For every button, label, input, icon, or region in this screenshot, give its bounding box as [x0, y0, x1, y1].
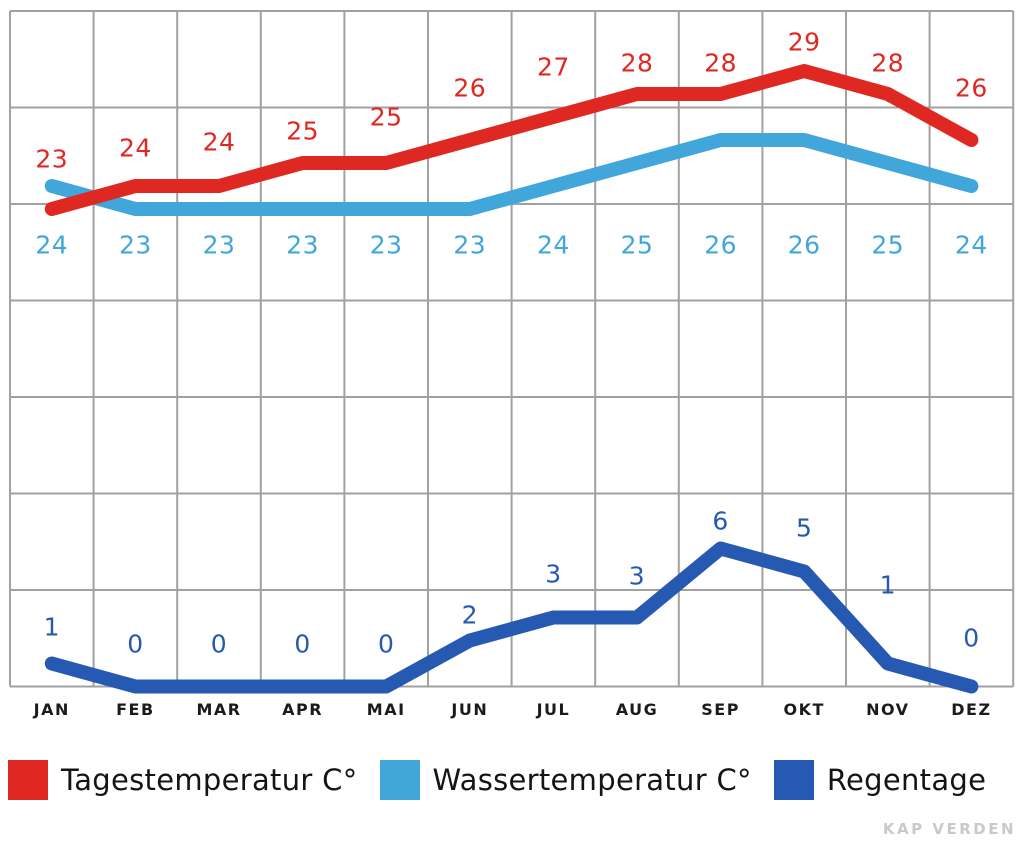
month-label-jan: JAN: [33, 700, 70, 719]
water-temp-value-dez: 24: [954, 230, 988, 260]
legend-item-day-temp: Tagestemperatur C°: [8, 760, 358, 800]
water-temp-value-jun: 23: [453, 230, 487, 260]
legend-item-rain-days: Regentage: [773, 760, 987, 800]
rain-days-value-mar: 0: [210, 629, 228, 658]
water-temp-value-nov: 25: [871, 230, 905, 260]
legend-item-water-temp: Wassertemperatur C°: [379, 760, 752, 800]
rain-days-value-jan: 1: [43, 612, 60, 641]
rain-days-value-jul: 3: [545, 559, 562, 588]
rain-days-value-mai: 0: [377, 629, 395, 658]
legend-label-rain-days: Regentage: [826, 763, 987, 797]
water-temp-value-okt: 26: [787, 230, 821, 260]
grid-lines: [9, 10, 1015, 688]
rain-days-value-feb: 0: [127, 629, 144, 658]
water-temp-value-aug: 25: [620, 230, 654, 260]
day-temp-value-jul: 27: [536, 52, 570, 82]
water-temp-value-sep: 26: [704, 230, 737, 260]
rain-days-value-jun: 2: [461, 600, 478, 629]
water-temp-value-feb: 23: [118, 230, 152, 260]
rain-days-value-apr: 0: [294, 629, 311, 658]
water-temp-value-mai: 23: [369, 230, 403, 260]
day-temp-value-mar: 24: [202, 127, 236, 157]
water-temp-line: [44, 133, 979, 216]
rain-days-line: [44, 541, 979, 694]
water-temp-value-mar: 23: [202, 230, 236, 260]
day-temp-value-feb: 24: [118, 133, 152, 163]
month-label-okt: OKT: [783, 700, 825, 719]
legend: Tagestemperatur C° Wassertemperatur C° R…: [8, 760, 986, 800]
rain-days-value-dez: 0: [963, 623, 980, 652]
day-temp-value-mai: 25: [369, 102, 403, 132]
month-label-aug: AUG: [615, 700, 659, 719]
month-label-jul: JUL: [536, 700, 571, 719]
rain-days-value-aug: 3: [628, 561, 646, 590]
water-temp-value-jan: 24: [35, 230, 69, 260]
legend-swatch-day-temp: [8, 760, 48, 800]
watermark: KAP VERDEN: [882, 820, 1016, 838]
legend-label-water-temp: Wassertemperatur C°: [432, 763, 752, 797]
day-temp-value-jan: 23: [35, 144, 69, 174]
day-temp-value-dez: 26: [954, 73, 988, 103]
day-temp-value-aug: 28: [620, 48, 654, 78]
month-label-sep: SEP: [701, 700, 740, 719]
day-temp-value-jun: 26: [453, 73, 487, 103]
water-temp-value-apr: 23: [286, 230, 319, 260]
month-label-apr: APR: [282, 700, 324, 719]
rain-days-value-okt: 5: [795, 513, 813, 542]
rain-days-value-sep: 6: [712, 506, 729, 535]
day-temp-value-apr: 25: [286, 116, 319, 146]
legend-swatch-water-temp: [379, 760, 420, 800]
chart-canvas: [9, 10, 1015, 694]
month-label-nov: NOV: [866, 700, 910, 719]
day-temp-value-nov: 28: [871, 48, 905, 78]
rain-days-value-nov: 1: [879, 570, 896, 599]
legend-swatch-rain-days: [773, 760, 814, 800]
month-label-mar: MAR: [196, 700, 242, 719]
month-label-mai: MAI: [366, 700, 406, 719]
day-temp-line: [44, 64, 979, 216]
month-label-dez: DEZ: [951, 700, 992, 719]
month-label-feb: FEB: [116, 700, 155, 719]
water-temp-value-jul: 24: [536, 230, 570, 260]
day-temp-value-sep: 28: [704, 48, 737, 78]
legend-label-day-temp: Tagestemperatur C°: [61, 763, 358, 797]
month-label-jun: JUN: [451, 700, 489, 719]
day-temp-value-okt: 29: [787, 27, 821, 57]
